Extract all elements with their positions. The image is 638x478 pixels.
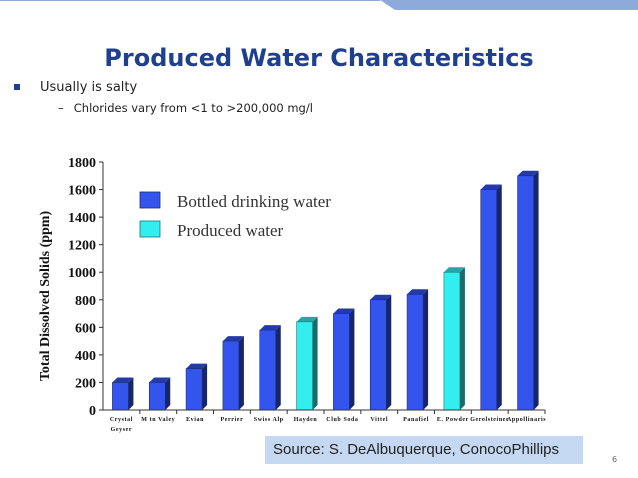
bullet-item: Usually is salty — [14, 80, 137, 95]
bar-front — [148, 382, 166, 411]
y-tick-label: 200 — [75, 376, 96, 391]
y-tick-label: 800 — [75, 294, 96, 309]
dash-bullet: – — [58, 101, 64, 115]
bar-front — [296, 321, 313, 411]
bar-front — [222, 340, 240, 411]
bar-side — [459, 267, 465, 410]
legend-label-bottled: Bottled drinking water — [177, 192, 331, 211]
bars — [112, 170, 539, 411]
bar-side — [202, 363, 208, 410]
bar-front — [369, 299, 387, 411]
slide-title: Produced Water Characteristics — [104, 44, 534, 72]
bar-m-tn-valey — [148, 377, 171, 411]
bar-side — [496, 184, 502, 410]
bar-top — [333, 308, 355, 314]
bullet-text: Usually is salty — [40, 80, 138, 95]
x-tick-label: Hayden — [294, 417, 318, 423]
bar-perrier — [222, 336, 244, 411]
y-tick-label: 1400 — [68, 211, 96, 226]
bar-top — [480, 184, 502, 190]
x-tick-label: Gerolsteiner — [470, 417, 509, 423]
x-tick-label: Swiss Alp — [254, 417, 284, 423]
legend-swatch-produced — [139, 220, 161, 238]
y-tick-label: 1800 — [68, 156, 96, 171]
y-tick-label: 400 — [75, 349, 96, 364]
bar-top — [517, 170, 539, 176]
legend: Bottled drinking water Produced water — [139, 191, 331, 240]
bar-gerolsteiner — [480, 184, 502, 411]
x-axis: Crystal Geyser M tn Valey Evian Perrier Swiss… — [103, 409, 546, 433]
bar-front — [185, 368, 203, 411]
bar-top — [259, 325, 281, 331]
y-tick-label: 1200 — [68, 239, 96, 254]
bar-front — [406, 293, 424, 411]
bar-swiss-alp — [259, 325, 281, 411]
bar-front — [112, 382, 129, 411]
y-axis: 0 200 400 600 800 1000 1200 1400 1600 1800 Total D… — [38, 156, 104, 419]
bar-hayden — [296, 316, 318, 411]
x-tick-label: Appollinaris — [507, 417, 546, 423]
x-tick-label: Evian — [186, 417, 204, 423]
bar-front — [333, 313, 350, 411]
bar-top — [186, 363, 208, 369]
bar-evian — [185, 363, 208, 411]
square-bullet-icon — [14, 83, 20, 90]
bar-top — [222, 336, 244, 342]
bar-top — [443, 267, 465, 273]
y-tick-label: 600 — [75, 321, 96, 336]
legend-label-produced: Produced water — [177, 221, 284, 240]
bar-club-soda — [333, 308, 355, 411]
bar-side — [165, 377, 171, 410]
bar-crystal-geyser — [112, 377, 134, 411]
bar-front — [443, 271, 461, 411]
x-tick-label: Perrier — [220, 417, 243, 423]
bar-side — [386, 294, 392, 410]
legend-swatch-bottled — [139, 191, 161, 209]
bar-side — [312, 316, 318, 410]
sub-bullet-text: Chlorides vary from <1 to >200,000 mg/l — [73, 101, 313, 115]
bar-top — [112, 377, 134, 383]
bar-top — [407, 289, 429, 295]
x-tick-label: Crystal Geyser — [110, 417, 133, 433]
bar-front — [517, 175, 534, 411]
page-number: 6 — [612, 455, 618, 464]
bar-side — [128, 377, 134, 410]
bar-side — [349, 308, 355, 410]
bar-panafiel — [406, 289, 429, 411]
header-banner — [0, 0, 638, 10]
bar-e-powder — [443, 267, 465, 411]
bar-side — [533, 170, 539, 410]
x-tick-label: Club Soda — [326, 417, 358, 423]
sub-bullet-item: – Chlorides vary from <1 to >200,000 mg/l — [58, 101, 313, 115]
x-tick-label: E. Powder — [437, 417, 469, 423]
x-tick-label: M tn Valey — [141, 417, 175, 423]
bar-top — [296, 316, 318, 322]
bar-side — [423, 289, 429, 410]
bar-side — [238, 336, 244, 410]
bar-vittel — [369, 294, 392, 411]
bar-appollinaris — [517, 170, 539, 411]
bar-front — [480, 189, 498, 411]
bar-front — [259, 329, 277, 411]
bar-top — [149, 377, 171, 383]
bar-top — [370, 294, 392, 300]
x-tick-label: Panafiel — [403, 417, 429, 423]
y-tick-label: 1000 — [68, 266, 96, 281]
y-tick-label: 1600 — [68, 184, 96, 199]
y-axis-title: Total Dissolved Solids (ppm) — [38, 211, 53, 382]
bar-side — [275, 325, 281, 410]
y-tick-label: 0 — [89, 404, 96, 419]
source-caption: Source: S. DeAlbuquerque, ConocoPhillips — [265, 436, 583, 464]
x-tick-label: Vittel — [370, 417, 388, 423]
